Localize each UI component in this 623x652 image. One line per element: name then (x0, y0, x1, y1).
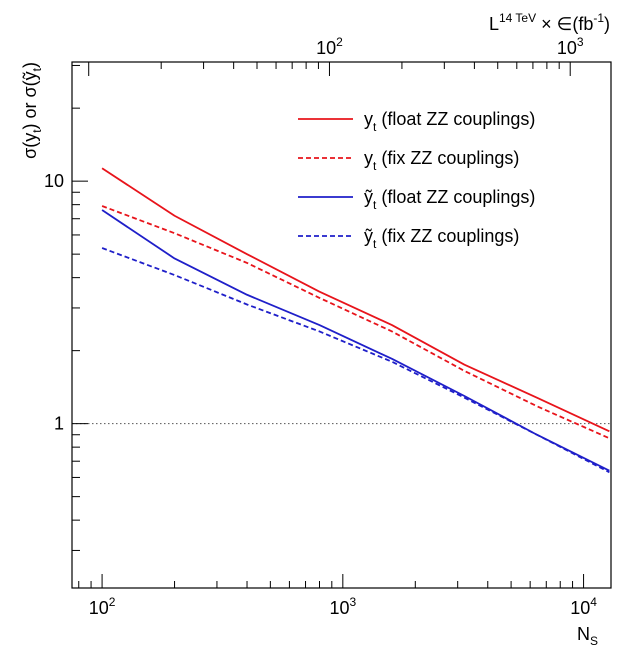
x-axis-label: NS (577, 624, 598, 648)
legend-label-2: yt (fix ZZ couplings) (364, 148, 519, 173)
top-tick-label: 102 (316, 35, 343, 58)
x-tick-label: 104 (570, 595, 597, 618)
top-axis-label: L14 TeV × ∈(fb-1) (489, 11, 610, 34)
series-line-2 (101, 205, 610, 440)
y-tick-label: 1 (54, 414, 64, 434)
series-line-3 (101, 209, 610, 472)
series-line-4 (101, 247, 610, 474)
y-tick-label: 10 (44, 171, 64, 191)
plot-frame (71, 61, 612, 589)
legend-label-4: ỹt (fix ZZ couplings) (364, 226, 519, 251)
series-layer (101, 167, 610, 474)
y-axis-label: σ(yt) or σ(ỹt) (20, 62, 44, 159)
x-tick-label: 102 (89, 595, 116, 618)
axis-labels: NS L14 TeV × ∈(fb-1) σ(yt) or σ(ỹt) (20, 11, 610, 648)
x-tick-label: 103 (329, 595, 356, 618)
ticks-layer: 102 103 104 1 10 102 103 (44, 35, 597, 618)
legend: yt (float ZZ couplings) yt (fix ZZ coupli… (298, 109, 535, 251)
legend-label-1: yt (float ZZ couplings) (364, 109, 535, 134)
series-line-1 (101, 167, 610, 433)
top-tick-label: 103 (557, 35, 584, 58)
legend-label-3: ỹt (float ZZ couplings) (364, 187, 535, 212)
